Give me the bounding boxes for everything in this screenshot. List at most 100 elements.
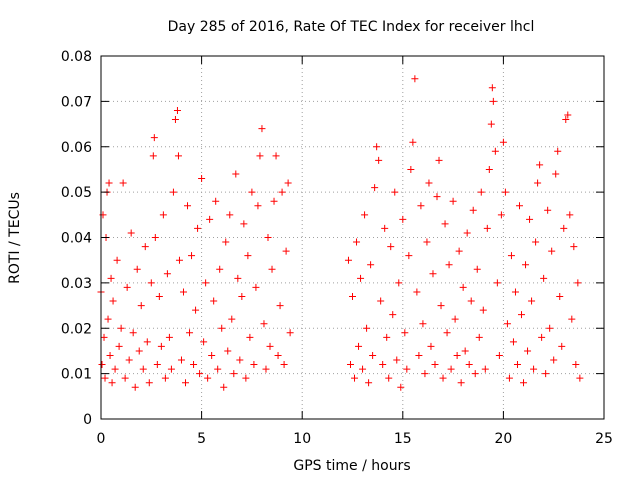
data-point bbox=[143, 338, 151, 346]
data-point bbox=[461, 347, 469, 355]
data-point bbox=[391, 188, 399, 196]
data-point bbox=[357, 274, 365, 282]
data-point bbox=[349, 292, 356, 300]
data-point bbox=[256, 152, 264, 160]
data-point bbox=[532, 238, 540, 246]
x-tick-label: 10 bbox=[293, 431, 311, 447]
data-point bbox=[101, 374, 109, 382]
data-point bbox=[381, 224, 389, 232]
data-point bbox=[554, 147, 562, 155]
data-point bbox=[171, 116, 179, 124]
data-point bbox=[268, 265, 276, 273]
data-point bbox=[159, 211, 167, 219]
data-point bbox=[572, 361, 580, 369]
data-point bbox=[153, 361, 161, 369]
chart-title: Day 285 of 2016, Rate Of TEC Index for r… bbox=[168, 19, 535, 35]
data-point bbox=[473, 265, 481, 273]
data-point bbox=[278, 188, 286, 196]
data-point bbox=[373, 143, 381, 151]
x-tick-label: 15 bbox=[394, 431, 412, 447]
data-point bbox=[105, 179, 113, 187]
grid bbox=[101, 56, 604, 419]
data-point bbox=[491, 147, 499, 155]
axis-ticks: 0 0.01 0.02 0.03 0.04 0.05 0.06 0.07 0.08 0 5 10 15 2… bbox=[61, 49, 613, 447]
data-point bbox=[550, 356, 558, 364]
data-point bbox=[169, 188, 177, 196]
data-point bbox=[252, 283, 260, 291]
data-point bbox=[429, 270, 437, 278]
data-point bbox=[530, 365, 538, 373]
data-point bbox=[455, 247, 463, 255]
data-point bbox=[463, 229, 471, 237]
data-point bbox=[218, 324, 226, 332]
data-point bbox=[163, 270, 171, 278]
data-point bbox=[411, 75, 419, 83]
data-point bbox=[194, 224, 202, 232]
data-point bbox=[147, 279, 155, 287]
data-point bbox=[409, 138, 417, 146]
data-point bbox=[108, 379, 116, 387]
data-point bbox=[174, 152, 182, 160]
data-point bbox=[224, 347, 232, 355]
data-point bbox=[513, 361, 521, 369]
data-point bbox=[280, 361, 288, 369]
data-point bbox=[576, 374, 584, 382]
y-tick-label: 0.08 bbox=[61, 49, 92, 65]
data-point bbox=[488, 84, 496, 92]
data-point bbox=[449, 197, 457, 205]
data-point bbox=[371, 184, 379, 192]
data-point bbox=[445, 261, 453, 269]
data-point bbox=[131, 383, 139, 391]
x-tick-label: 0 bbox=[97, 431, 106, 447]
data-point bbox=[188, 252, 196, 260]
data-point bbox=[437, 302, 445, 310]
data-point bbox=[385, 374, 393, 382]
x-tick-label: 5 bbox=[197, 431, 206, 447]
data-point bbox=[179, 288, 187, 296]
data-point bbox=[200, 338, 208, 346]
data-point bbox=[286, 329, 294, 337]
data-point bbox=[106, 351, 114, 359]
data-point bbox=[487, 120, 495, 128]
data-point bbox=[401, 329, 409, 337]
data-point bbox=[403, 365, 411, 373]
data-point bbox=[270, 197, 278, 205]
data-point bbox=[515, 202, 523, 210]
data-point bbox=[369, 351, 377, 359]
data-point bbox=[232, 170, 240, 178]
data-point bbox=[507, 252, 515, 260]
data-point bbox=[125, 356, 133, 364]
data-point bbox=[107, 274, 115, 282]
data-point bbox=[351, 374, 359, 382]
data-point bbox=[542, 370, 550, 378]
data-point bbox=[240, 220, 248, 228]
y-tick-label: 0.06 bbox=[61, 140, 92, 156]
data-point bbox=[548, 247, 556, 255]
data-point bbox=[397, 383, 405, 391]
data-point bbox=[113, 256, 121, 264]
data-point bbox=[534, 179, 542, 187]
data-point bbox=[413, 288, 421, 296]
data-point bbox=[431, 361, 439, 369]
data-point bbox=[104, 315, 112, 323]
y-tick-label: 0.04 bbox=[61, 231, 92, 247]
data-point bbox=[276, 302, 284, 310]
data-point bbox=[363, 324, 371, 332]
x-tick-label: 25 bbox=[595, 431, 613, 447]
data-point bbox=[173, 106, 181, 114]
data-point bbox=[389, 311, 397, 319]
data-point bbox=[379, 361, 387, 369]
data-point bbox=[505, 374, 513, 382]
data-point bbox=[236, 356, 244, 364]
data-point bbox=[377, 297, 385, 305]
data-point bbox=[407, 165, 415, 173]
data-point bbox=[353, 238, 361, 246]
data-point bbox=[254, 202, 262, 210]
data-point bbox=[419, 320, 427, 328]
data-point bbox=[467, 297, 475, 305]
data-point bbox=[258, 125, 266, 133]
data-point bbox=[262, 365, 270, 373]
data-point bbox=[383, 333, 391, 341]
data-point bbox=[222, 238, 230, 246]
